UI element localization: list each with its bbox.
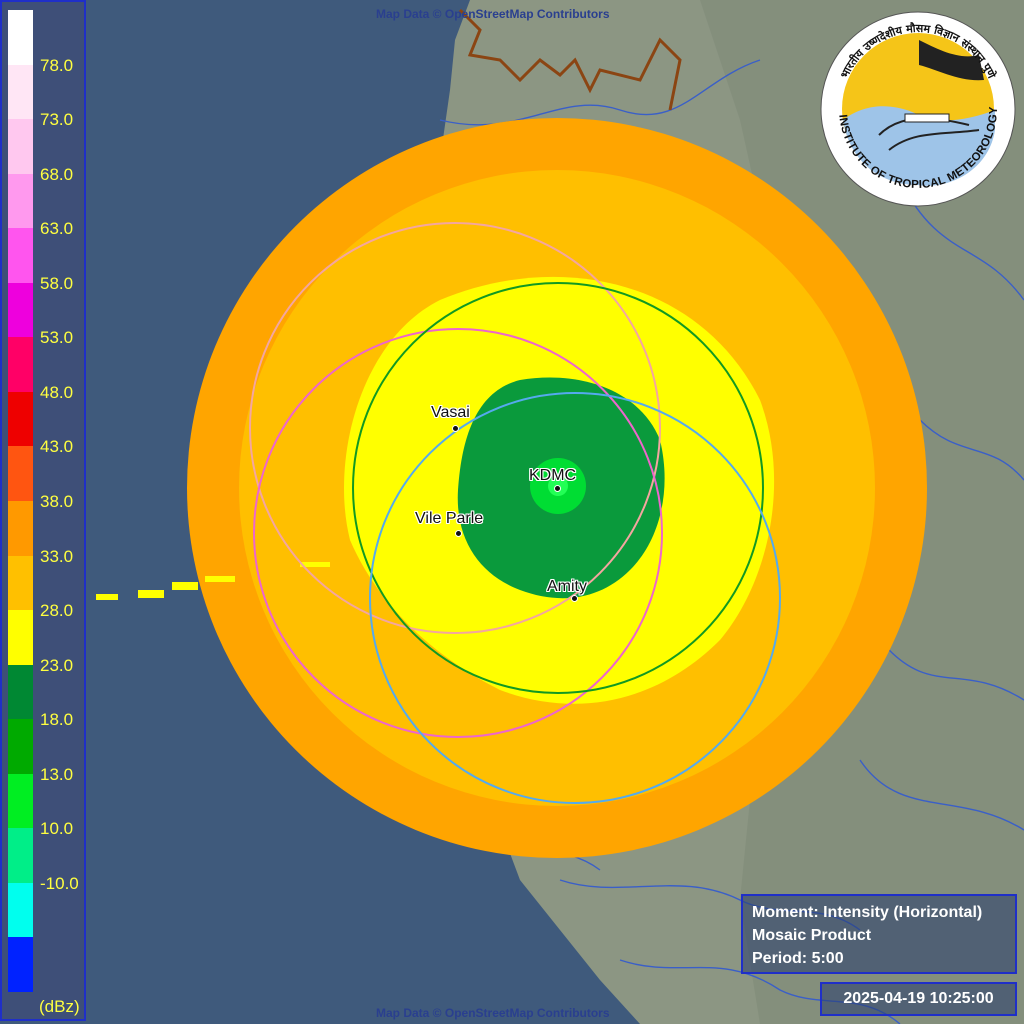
legend-tick-label: 23.0	[40, 655, 74, 675]
station-label-vasai[interactable]: Vasai	[431, 404, 470, 421]
station-dot-vasai[interactable]	[452, 425, 459, 432]
legend-swatch	[8, 882, 33, 938]
legend-swatch	[8, 282, 33, 338]
legend-swatch	[8, 610, 33, 666]
legend-tick-label: 53.0	[40, 328, 74, 348]
legend-swatch	[8, 173, 33, 229]
legend-unit: (dBz)	[39, 997, 80, 1016]
info-product: Mosaic Product	[752, 927, 872, 944]
legend-tick-label: 48.0	[40, 382, 74, 402]
range-ring-vasai	[249, 222, 661, 634]
info-moment: Moment: Intensity (Horizontal)	[752, 904, 983, 921]
legend-swatch	[8, 828, 33, 884]
radar-echo-streak	[96, 562, 330, 600]
info-period: Period: 5:00	[752, 950, 844, 967]
legend-swatch	[8, 10, 33, 66]
legend-tick-label: 68.0	[40, 164, 74, 184]
legend-swatch	[8, 391, 33, 447]
timestamp-box: 2025-04-19 10:25:00	[820, 982, 1017, 1016]
legend-swatch	[8, 119, 33, 175]
legend-tick-label: -10.0	[40, 873, 79, 893]
station-label-amity[interactable]: Amity	[547, 578, 587, 595]
legend-tick-label: 63.0	[40, 219, 74, 239]
legend-swatch	[8, 501, 33, 557]
station-dot-amity[interactable]	[571, 595, 578, 602]
station-label-kdmc[interactable]: KDMC	[529, 467, 577, 484]
legend-swatch	[8, 937, 33, 993]
color-scale-legend: 78.0 73.0 68.0 63.0 58.0 53.0 48.0 43.0 38.0 33.0…	[0, 0, 86, 1021]
legend-swatch	[8, 228, 33, 284]
range-ring-kdmc	[352, 282, 764, 694]
range-ring-amity	[369, 392, 781, 804]
attribution-bottom[interactable]: Map Data © OpenStreetMap Contributors	[376, 1006, 610, 1020]
legend-swatch	[8, 773, 33, 829]
legend-tick-label: 43.0	[40, 437, 74, 457]
legend-tick-label: 10.0	[40, 819, 74, 839]
station-dot-vileparle[interactable]	[455, 530, 462, 537]
legend-tick-label: 58.0	[40, 273, 74, 293]
legend-swatch	[8, 64, 33, 120]
info-panel: Moment: Intensity (Horizontal) Mosaic Pr…	[741, 894, 1017, 974]
legend-tick-label: 78.0	[40, 55, 74, 75]
legend-swatch	[8, 446, 33, 502]
legend-swatch	[8, 664, 33, 720]
legend-tick-label: 18.0	[40, 710, 74, 730]
timestamp: 2025-04-19 10:25:00	[843, 990, 994, 1007]
legend-tick-label: 13.0	[40, 764, 74, 784]
attribution-top[interactable]: Map Data © OpenStreetMap Contributors	[376, 7, 610, 21]
district-boundary	[458, 8, 682, 111]
legend-swatch	[8, 337, 33, 393]
legend-tick-label: 33.0	[40, 546, 74, 566]
range-ring-vileparle	[253, 328, 663, 738]
iitm-logo: INDIAN INSTITUTE OF TROPICAL METEOROLOGY…	[819, 10, 1016, 207]
legend-tick-label: 38.0	[40, 492, 74, 511]
legend-swatch	[8, 555, 33, 611]
legend-tick-label: 28.0	[40, 601, 74, 621]
legend-swatch	[8, 719, 33, 775]
station-dot-kdmc[interactable]	[554, 485, 561, 492]
station-label-vileparle[interactable]: Vile Parle	[415, 510, 484, 527]
legend-tick-label: 73.0	[40, 110, 74, 130]
